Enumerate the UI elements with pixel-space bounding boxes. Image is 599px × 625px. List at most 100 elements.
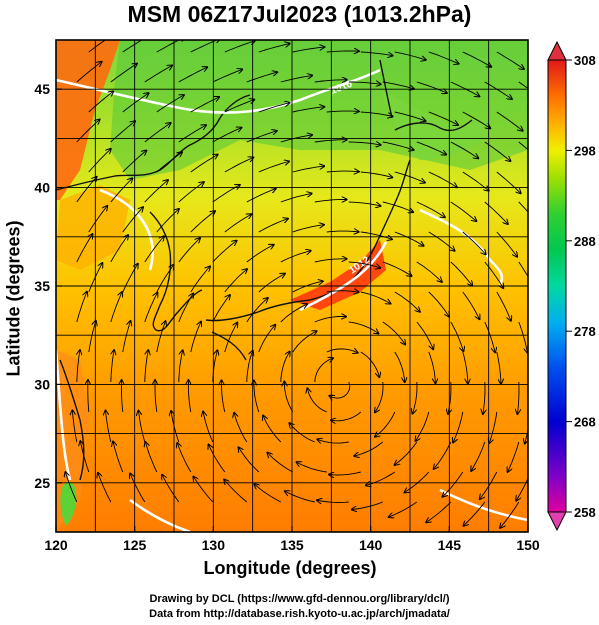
streamline xyxy=(496,51,524,69)
streamline xyxy=(389,501,418,517)
streamline xyxy=(88,91,113,113)
streamline xyxy=(382,261,412,276)
streamline xyxy=(531,292,543,322)
streamline xyxy=(292,166,324,173)
streamline xyxy=(224,323,238,353)
hot-region-japan-honshu xyxy=(290,240,386,310)
streamline xyxy=(416,81,447,93)
map-panel: 1012 1010 120 125 130 135 140 145 150 25303540… xyxy=(34,39,543,553)
streamline xyxy=(144,350,149,383)
streamline xyxy=(212,241,237,263)
streamline xyxy=(224,100,255,113)
streamline xyxy=(190,211,215,233)
colorbar-tick-label: 258 xyxy=(574,505,596,520)
streamline xyxy=(76,292,87,323)
streamline xyxy=(280,76,312,83)
streamline xyxy=(110,235,128,263)
streamline xyxy=(484,321,495,352)
streamline xyxy=(258,325,276,353)
x-tick-label: 150 xyxy=(516,537,540,553)
streamline xyxy=(326,349,358,353)
streamline xyxy=(496,111,523,131)
streamline xyxy=(326,171,359,172)
streamline xyxy=(122,93,149,113)
x-tick-label: 130 xyxy=(202,537,226,553)
streamline xyxy=(212,295,230,323)
streamline xyxy=(190,322,201,353)
streamline xyxy=(280,304,307,323)
streamline xyxy=(254,381,260,413)
streamline xyxy=(224,41,255,53)
streamline xyxy=(292,107,325,113)
streamline xyxy=(246,72,277,83)
streamline xyxy=(224,214,252,233)
colorbar-tick-label: 298 xyxy=(574,143,596,158)
streamline xyxy=(453,411,464,442)
streamline xyxy=(329,472,361,475)
streamline xyxy=(144,293,158,323)
streamlines xyxy=(65,40,543,528)
streamline xyxy=(496,351,501,384)
streamline xyxy=(88,149,111,173)
streamline xyxy=(484,81,512,99)
warm-region-china-northwest xyxy=(56,40,120,200)
streamline xyxy=(111,350,114,383)
streamline xyxy=(496,171,521,193)
streamline xyxy=(483,381,485,414)
streamline xyxy=(110,178,133,203)
streamline xyxy=(178,350,183,383)
streamline xyxy=(428,171,457,187)
streamline xyxy=(317,500,349,502)
streamline xyxy=(292,281,323,293)
colorbar: 308 298 288 278 268 258 xyxy=(547,40,596,532)
streamline xyxy=(280,135,312,143)
streamline xyxy=(162,475,180,503)
isobar-1012 xyxy=(299,241,388,312)
streamline xyxy=(382,141,414,150)
streamline xyxy=(450,141,479,158)
streamline xyxy=(496,291,511,321)
colorbar-lower-arrow xyxy=(547,511,567,532)
streamline xyxy=(222,380,226,413)
streamline xyxy=(531,352,535,384)
streamline xyxy=(258,103,290,113)
streamline xyxy=(122,40,150,53)
streamline xyxy=(416,261,442,282)
streamline xyxy=(76,234,93,263)
streamline xyxy=(518,381,520,414)
streamline xyxy=(224,158,254,173)
streamline xyxy=(518,81,528,90)
streamline xyxy=(394,291,420,312)
streamline xyxy=(156,152,182,173)
colorbar-tick-label: 308 xyxy=(574,53,596,68)
streamline xyxy=(428,51,459,64)
streamline xyxy=(428,111,458,125)
streamline xyxy=(178,238,200,263)
streamline xyxy=(375,381,384,412)
streamline xyxy=(413,381,418,414)
streamline xyxy=(178,125,206,143)
streamline xyxy=(77,350,80,383)
streamline xyxy=(314,140,347,142)
streamline xyxy=(462,351,468,384)
streamline xyxy=(144,236,164,263)
streamline xyxy=(360,351,380,377)
streamline xyxy=(280,194,312,203)
streamline xyxy=(462,51,491,67)
streamline xyxy=(352,501,383,510)
streamline xyxy=(178,294,193,323)
streamline xyxy=(348,261,380,268)
streamline xyxy=(329,381,351,398)
streamline xyxy=(280,352,290,383)
streamline xyxy=(292,225,324,233)
streamline xyxy=(110,64,137,83)
isobars xyxy=(54,68,529,534)
streamline xyxy=(258,44,290,53)
streamline xyxy=(144,180,168,203)
streamline xyxy=(212,128,242,143)
streamline xyxy=(258,274,285,293)
streamline xyxy=(121,380,122,413)
colorbar-tick-label: 288 xyxy=(574,234,596,249)
streamline xyxy=(326,111,359,112)
streamline xyxy=(98,473,112,503)
